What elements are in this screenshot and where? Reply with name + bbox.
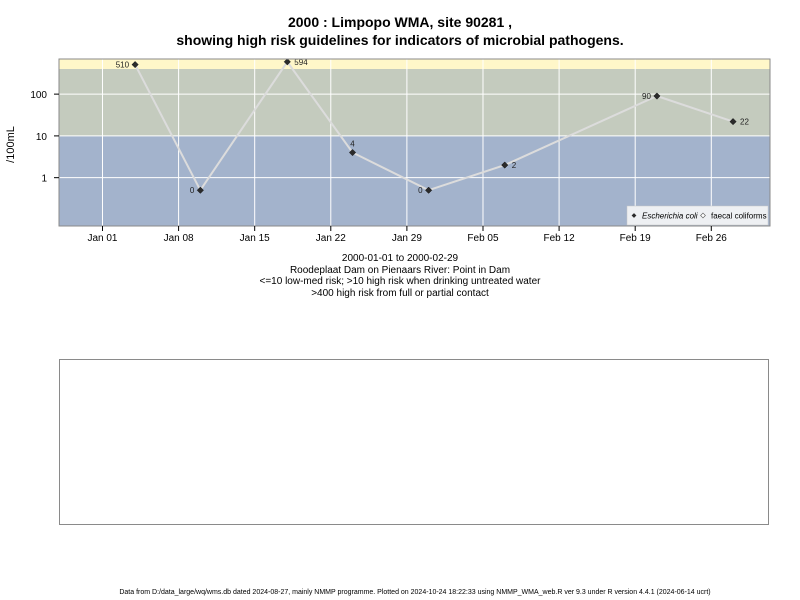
x-tick-label: Jan 22 [316, 233, 346, 244]
risk-note-contact: >400 high risk from full or partial cont… [311, 287, 489, 299]
grid-lines [59, 59, 770, 226]
data-label-e-coli: 22 [740, 118, 749, 127]
data-label-e-coli: 4 [350, 140, 355, 149]
axes: 1 10 100 Jan 01 Jan 08 Jan 15 Jan 22 Jan 29 Feb … [5, 58, 771, 244]
y-tick-label: 1 [41, 174, 47, 185]
data-point-e-coli [729, 118, 737, 126]
series-line-e-coli [134, 60, 734, 193]
risk-band-2 [59, 59, 770, 69]
footer-note: Data from D:/data_large/wq/wms.db dated … [119, 589, 711, 596]
x-tick-label: Feb 26 [696, 233, 728, 244]
data-point-e-coli [425, 186, 433, 194]
x-tick-label: Jan 01 [87, 233, 117, 244]
empty-plot-panel [59, 359, 769, 525]
chart-title-line-1: 2000 : Limpopo WMA, site 90281 , [287, 14, 513, 30]
legend-marker-faecal-coliforms [700, 212, 706, 219]
data-label-e-coli: 90 [642, 92, 651, 101]
y-tick-label: 100 [30, 90, 47, 101]
legend-label-faecal-coliforms: faecal coliforms [711, 212, 767, 221]
y-axis-label: /100mL [5, 126, 17, 163]
x-tick-label: Feb 19 [620, 233, 652, 244]
data-label-e-coli: 594 [294, 58, 308, 67]
x-tick-label: Jan 29 [392, 233, 422, 244]
legend-marker-e-coli [631, 213, 637, 218]
data-point-e-coli [283, 58, 291, 66]
risk-band-1 [59, 68, 770, 136]
site-caption: Roodeplaat Dam on Pienaars River: Point … [289, 264, 511, 276]
data-label-e-coli: 0 [190, 186, 195, 195]
y-tick-label: 10 [36, 132, 48, 143]
data-point-e-coli [501, 161, 509, 169]
legend: Escherichia coli faecal coliforms [626, 205, 769, 226]
plot-panel-border [58, 58, 771, 227]
legend-box [626, 205, 769, 226]
risk-note-drinking: <=10 low-med risk; >10 high risk when dr… [259, 276, 541, 287]
data-point-e-coli [131, 61, 139, 69]
chart-title-line-2: showing high risk guidelines for indicat… [176, 32, 624, 48]
x-tick-label: Feb 05 [467, 233, 499, 244]
data-point-e-coli [196, 186, 204, 194]
data-point-e-coli [348, 148, 357, 157]
series-layer: 510 0 594 4 0 2 90 22 [116, 58, 750, 195]
data-point-e-coli [653, 92, 661, 100]
x-tick-label: Jan 15 [240, 233, 270, 244]
date-range-caption: 2000-01-01 to 2000-02-29 [341, 253, 459, 264]
data-label-e-coli: 2 [512, 161, 517, 170]
data-label-e-coli: 510 [116, 61, 130, 70]
risk-bands [59, 59, 770, 226]
x-tick-label: Jan 08 [164, 233, 194, 244]
legend-label-e-coli: Escherichia coli [642, 212, 698, 221]
x-tick-label: Feb 12 [544, 233, 576, 244]
data-label-e-coli: 0 [418, 186, 423, 195]
